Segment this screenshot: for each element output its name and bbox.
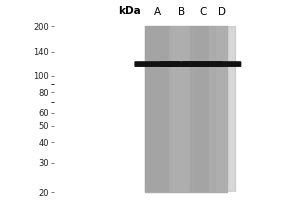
Bar bbox=[209, 26, 235, 192]
FancyBboxPatch shape bbox=[203, 62, 241, 66]
FancyBboxPatch shape bbox=[135, 62, 179, 66]
Text: D: D bbox=[218, 7, 226, 17]
Bar bbox=[190, 26, 215, 192]
Text: C: C bbox=[199, 7, 206, 17]
FancyBboxPatch shape bbox=[160, 62, 202, 66]
Text: kDa: kDa bbox=[118, 6, 140, 16]
Bar bbox=[145, 26, 227, 192]
FancyBboxPatch shape bbox=[183, 62, 223, 66]
Text: B: B bbox=[178, 7, 185, 17]
Bar bbox=[169, 26, 194, 192]
Text: A: A bbox=[154, 7, 161, 17]
Bar bbox=[145, 26, 170, 192]
